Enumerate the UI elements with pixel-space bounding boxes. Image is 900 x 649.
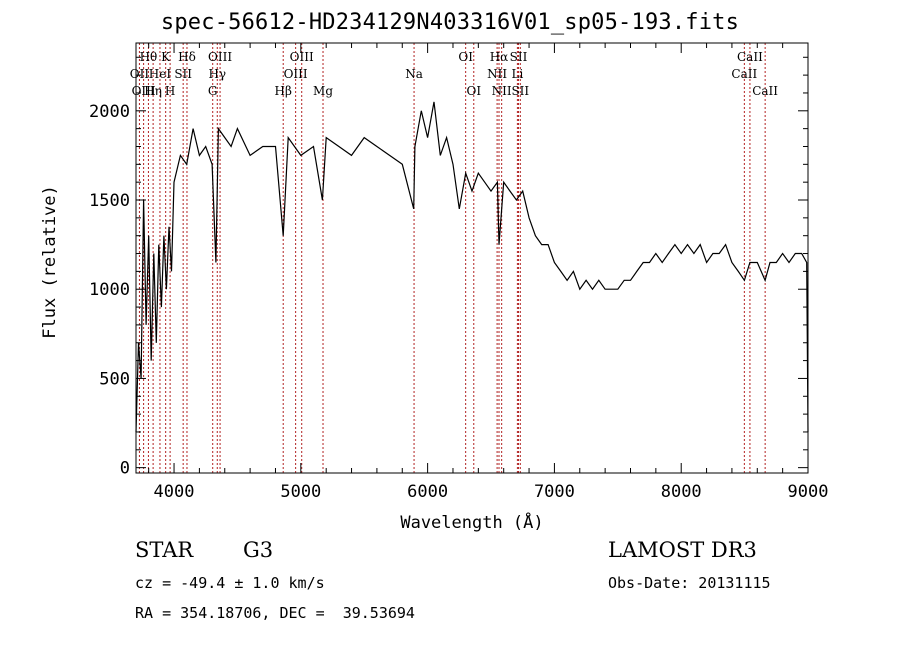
plot-frame (135, 42, 809, 474)
line-label: OIII (208, 50, 232, 64)
y-tick-label: 1000 (89, 280, 130, 300)
line-label: Li (511, 67, 523, 81)
y-axis-ticks: 0 500 1000 1500 2000 (89, 56, 808, 479)
line-label: OIII (284, 67, 308, 81)
x-tick-label: 7000 (534, 482, 575, 502)
x-axis-label: Wavelength (Å) (400, 511, 543, 533)
line-label: Na (405, 67, 423, 81)
line-label: Hβ (275, 84, 292, 98)
line-label: H (165, 84, 175, 98)
line-label: CaII (737, 50, 763, 64)
line-label: Hγ (208, 67, 226, 81)
x-tick-label: 5000 (280, 482, 321, 502)
line-label: CaII (752, 84, 778, 98)
line-label: Hδ (178, 50, 196, 64)
line-label: Hη (144, 84, 162, 98)
observation-date: Obs-Date: 20131115 (608, 574, 771, 592)
line-label: Mg (313, 84, 333, 98)
line-label: SII (511, 84, 529, 98)
line-label: Hθ (140, 50, 158, 64)
x-tick-label: 6000 (407, 482, 448, 502)
object-subclass: G3 (243, 538, 274, 562)
x-tick-label: 8000 (661, 482, 702, 502)
chart-title: spec-56612-HD234129N403316V01_sp05-193.f… (160, 10, 740, 35)
survey-name: LAMOST DR3 (608, 538, 757, 562)
spectrum-line (135, 101, 809, 433)
y-tick-label: 0 (120, 459, 130, 479)
x-axis-ticks: 4000 5000 6000 7000 8000 9000 (148, 43, 829, 502)
line-label: NII (487, 67, 507, 81)
line-label: OIII (290, 50, 314, 64)
line-label: CaII (731, 67, 757, 81)
y-tick-label: 2000 (89, 102, 130, 122)
coordinates: RA = 354.18706, DEC = 39.53694 (135, 604, 415, 622)
x-tick-label: 4000 (154, 482, 195, 502)
line-label: HeI (149, 67, 172, 81)
line-label: G (208, 84, 218, 98)
x-tick-label: 9000 (788, 482, 829, 502)
line-label: NII (492, 84, 512, 98)
line-label: SII (174, 67, 192, 81)
object-class: STAR (135, 538, 194, 562)
y-axis-label: Flux (relative) (40, 185, 60, 339)
line-label: SII (510, 50, 528, 64)
line-label: OI (466, 84, 481, 98)
line-label: OIII (132, 84, 156, 98)
line-label: Hα (490, 50, 509, 64)
line-label: OI (458, 50, 473, 64)
spectral-line-markers (138, 43, 766, 473)
redshift-velocity: cz = -49.4 ± 1.0 km/s (135, 574, 325, 592)
line-label: K (161, 50, 171, 64)
y-tick-label: 1500 (89, 191, 130, 211)
line-label: OII (130, 67, 150, 81)
y-tick-label: 500 (99, 369, 130, 389)
